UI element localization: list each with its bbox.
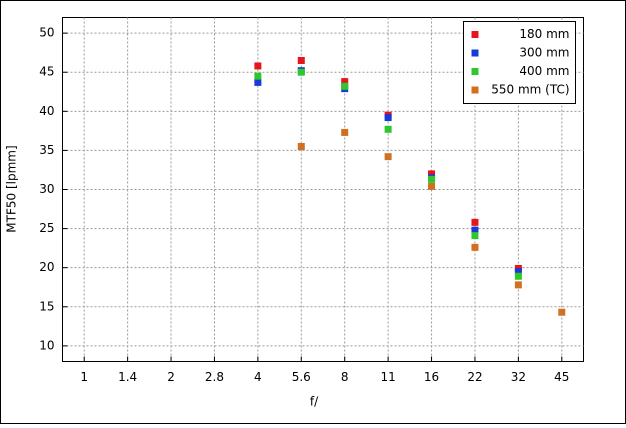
x-tick-label: 8 [341, 370, 349, 384]
y-tick-label: 50 [39, 26, 54, 40]
legend-box [463, 21, 576, 104]
y-tick-label: 35 [39, 143, 54, 157]
x-axis-label: f/ [310, 395, 319, 409]
point [471, 218, 479, 226]
legend-label: 400 mm [519, 64, 569, 78]
x-tick-label: 2.8 [205, 370, 224, 384]
legend-label: 300 mm [519, 46, 569, 60]
legend-swatch [471, 86, 479, 94]
point [514, 281, 522, 289]
y-axis-label: MTF50 [lpmm] [5, 145, 19, 232]
legend-swatch [471, 31, 479, 38]
x-tick-label: 1 [80, 370, 88, 384]
x-tick-label: 1.4 [118, 370, 137, 384]
y-tick-label: 10 [39, 338, 54, 352]
point [471, 226, 479, 234]
x-tick-label: 22 [467, 370, 482, 384]
x-tick-label: 5.6 [292, 370, 311, 384]
point [514, 272, 522, 280]
point [514, 268, 522, 276]
y-tick-label: 25 [39, 221, 54, 235]
x-tick-label: 4 [254, 370, 262, 384]
y-tick-label: 15 [39, 299, 54, 313]
point [384, 153, 392, 161]
x-tick-label: 11 [380, 370, 395, 384]
y-tick-label: 40 [39, 104, 54, 118]
point [558, 308, 566, 316]
x-tick-label: 45 [554, 370, 569, 384]
point [297, 57, 305, 64]
point [384, 125, 392, 133]
legend-swatch [471, 68, 479, 75]
point [254, 78, 262, 86]
point [341, 82, 349, 90]
point [428, 182, 436, 190]
point [384, 114, 392, 122]
point [428, 175, 436, 183]
x-tick-label: 32 [511, 370, 526, 384]
point [297, 143, 305, 150]
legend-label: 180 mm [519, 27, 569, 41]
point [428, 170, 436, 178]
y-tick-label: 30 [39, 182, 54, 196]
x-tick-label: 16 [424, 370, 439, 384]
legend-label: 550 mm (TC) [491, 83, 569, 97]
x-tick-label: 2 [167, 370, 175, 384]
y-tick-label: 20 [39, 260, 54, 274]
point [297, 68, 305, 76]
point [471, 243, 479, 251]
y-tick-label: 45 [39, 65, 54, 79]
point [254, 62, 262, 70]
legend-swatch [471, 49, 479, 57]
point [254, 72, 262, 80]
point [341, 128, 349, 136]
point [341, 78, 349, 86]
point [471, 232, 479, 240]
